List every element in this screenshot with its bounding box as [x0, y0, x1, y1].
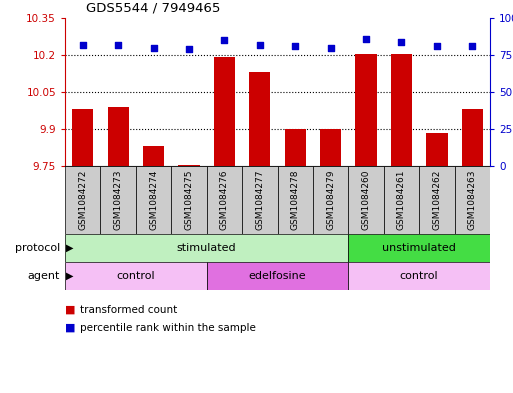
Bar [313, 166, 348, 234]
Bar [72, 109, 93, 166]
Point [149, 44, 157, 51]
Text: GSM1084261: GSM1084261 [397, 170, 406, 230]
Bar [143, 146, 164, 166]
Bar [285, 129, 306, 166]
Point [433, 43, 441, 49]
Text: ▶: ▶ [66, 243, 73, 253]
Point [398, 39, 406, 45]
Text: protocol: protocol [14, 243, 60, 253]
Point [114, 42, 122, 48]
Bar [65, 262, 207, 290]
Bar [108, 107, 129, 166]
Text: ▶: ▶ [66, 271, 73, 281]
Text: control: control [400, 271, 439, 281]
Text: edelfosine: edelfosine [249, 271, 306, 281]
Point [468, 43, 477, 49]
Bar [207, 166, 242, 234]
Text: GSM1084276: GSM1084276 [220, 170, 229, 230]
Text: GSM1084277: GSM1084277 [255, 170, 264, 230]
Point [78, 42, 87, 48]
Bar [348, 234, 490, 262]
Bar [348, 262, 490, 290]
Text: GSM1084262: GSM1084262 [432, 170, 441, 230]
Bar [348, 166, 384, 234]
Point [220, 37, 228, 43]
Bar [419, 166, 455, 234]
Text: GSM1084273: GSM1084273 [113, 170, 123, 230]
Text: GDS5544 / 7949465: GDS5544 / 7949465 [86, 1, 221, 14]
Bar [242, 166, 278, 234]
Bar [356, 54, 377, 166]
Text: percentile rank within the sample: percentile rank within the sample [81, 323, 256, 333]
Text: GSM1084279: GSM1084279 [326, 170, 335, 230]
Point [326, 44, 334, 51]
Bar [171, 166, 207, 234]
Bar [214, 57, 235, 166]
Bar [278, 166, 313, 234]
Text: GSM1084275: GSM1084275 [185, 170, 193, 230]
Text: GSM1084278: GSM1084278 [291, 170, 300, 230]
Bar [462, 109, 483, 166]
Bar [101, 166, 136, 234]
Text: stimulated: stimulated [177, 243, 236, 253]
Bar [136, 166, 171, 234]
Point [185, 46, 193, 52]
Point [291, 43, 299, 49]
Bar [65, 166, 101, 234]
Text: GSM1084272: GSM1084272 [78, 170, 87, 230]
Bar [391, 54, 412, 166]
Bar [179, 165, 200, 166]
Text: GSM1084274: GSM1084274 [149, 170, 158, 230]
Point [362, 36, 370, 42]
Text: transformed count: transformed count [81, 305, 177, 315]
Text: control: control [116, 271, 155, 281]
Point [255, 42, 264, 48]
Text: ■: ■ [65, 305, 75, 315]
Text: ■: ■ [65, 323, 75, 333]
Bar [384, 166, 419, 234]
Bar [249, 72, 270, 166]
Bar [320, 129, 341, 166]
Bar [65, 234, 348, 262]
Bar [207, 262, 348, 290]
Text: unstimulated: unstimulated [382, 243, 456, 253]
Bar [455, 166, 490, 234]
Bar [426, 133, 447, 166]
Text: agent: agent [28, 271, 60, 281]
Text: GSM1084263: GSM1084263 [468, 170, 477, 230]
Text: GSM1084260: GSM1084260 [362, 170, 370, 230]
